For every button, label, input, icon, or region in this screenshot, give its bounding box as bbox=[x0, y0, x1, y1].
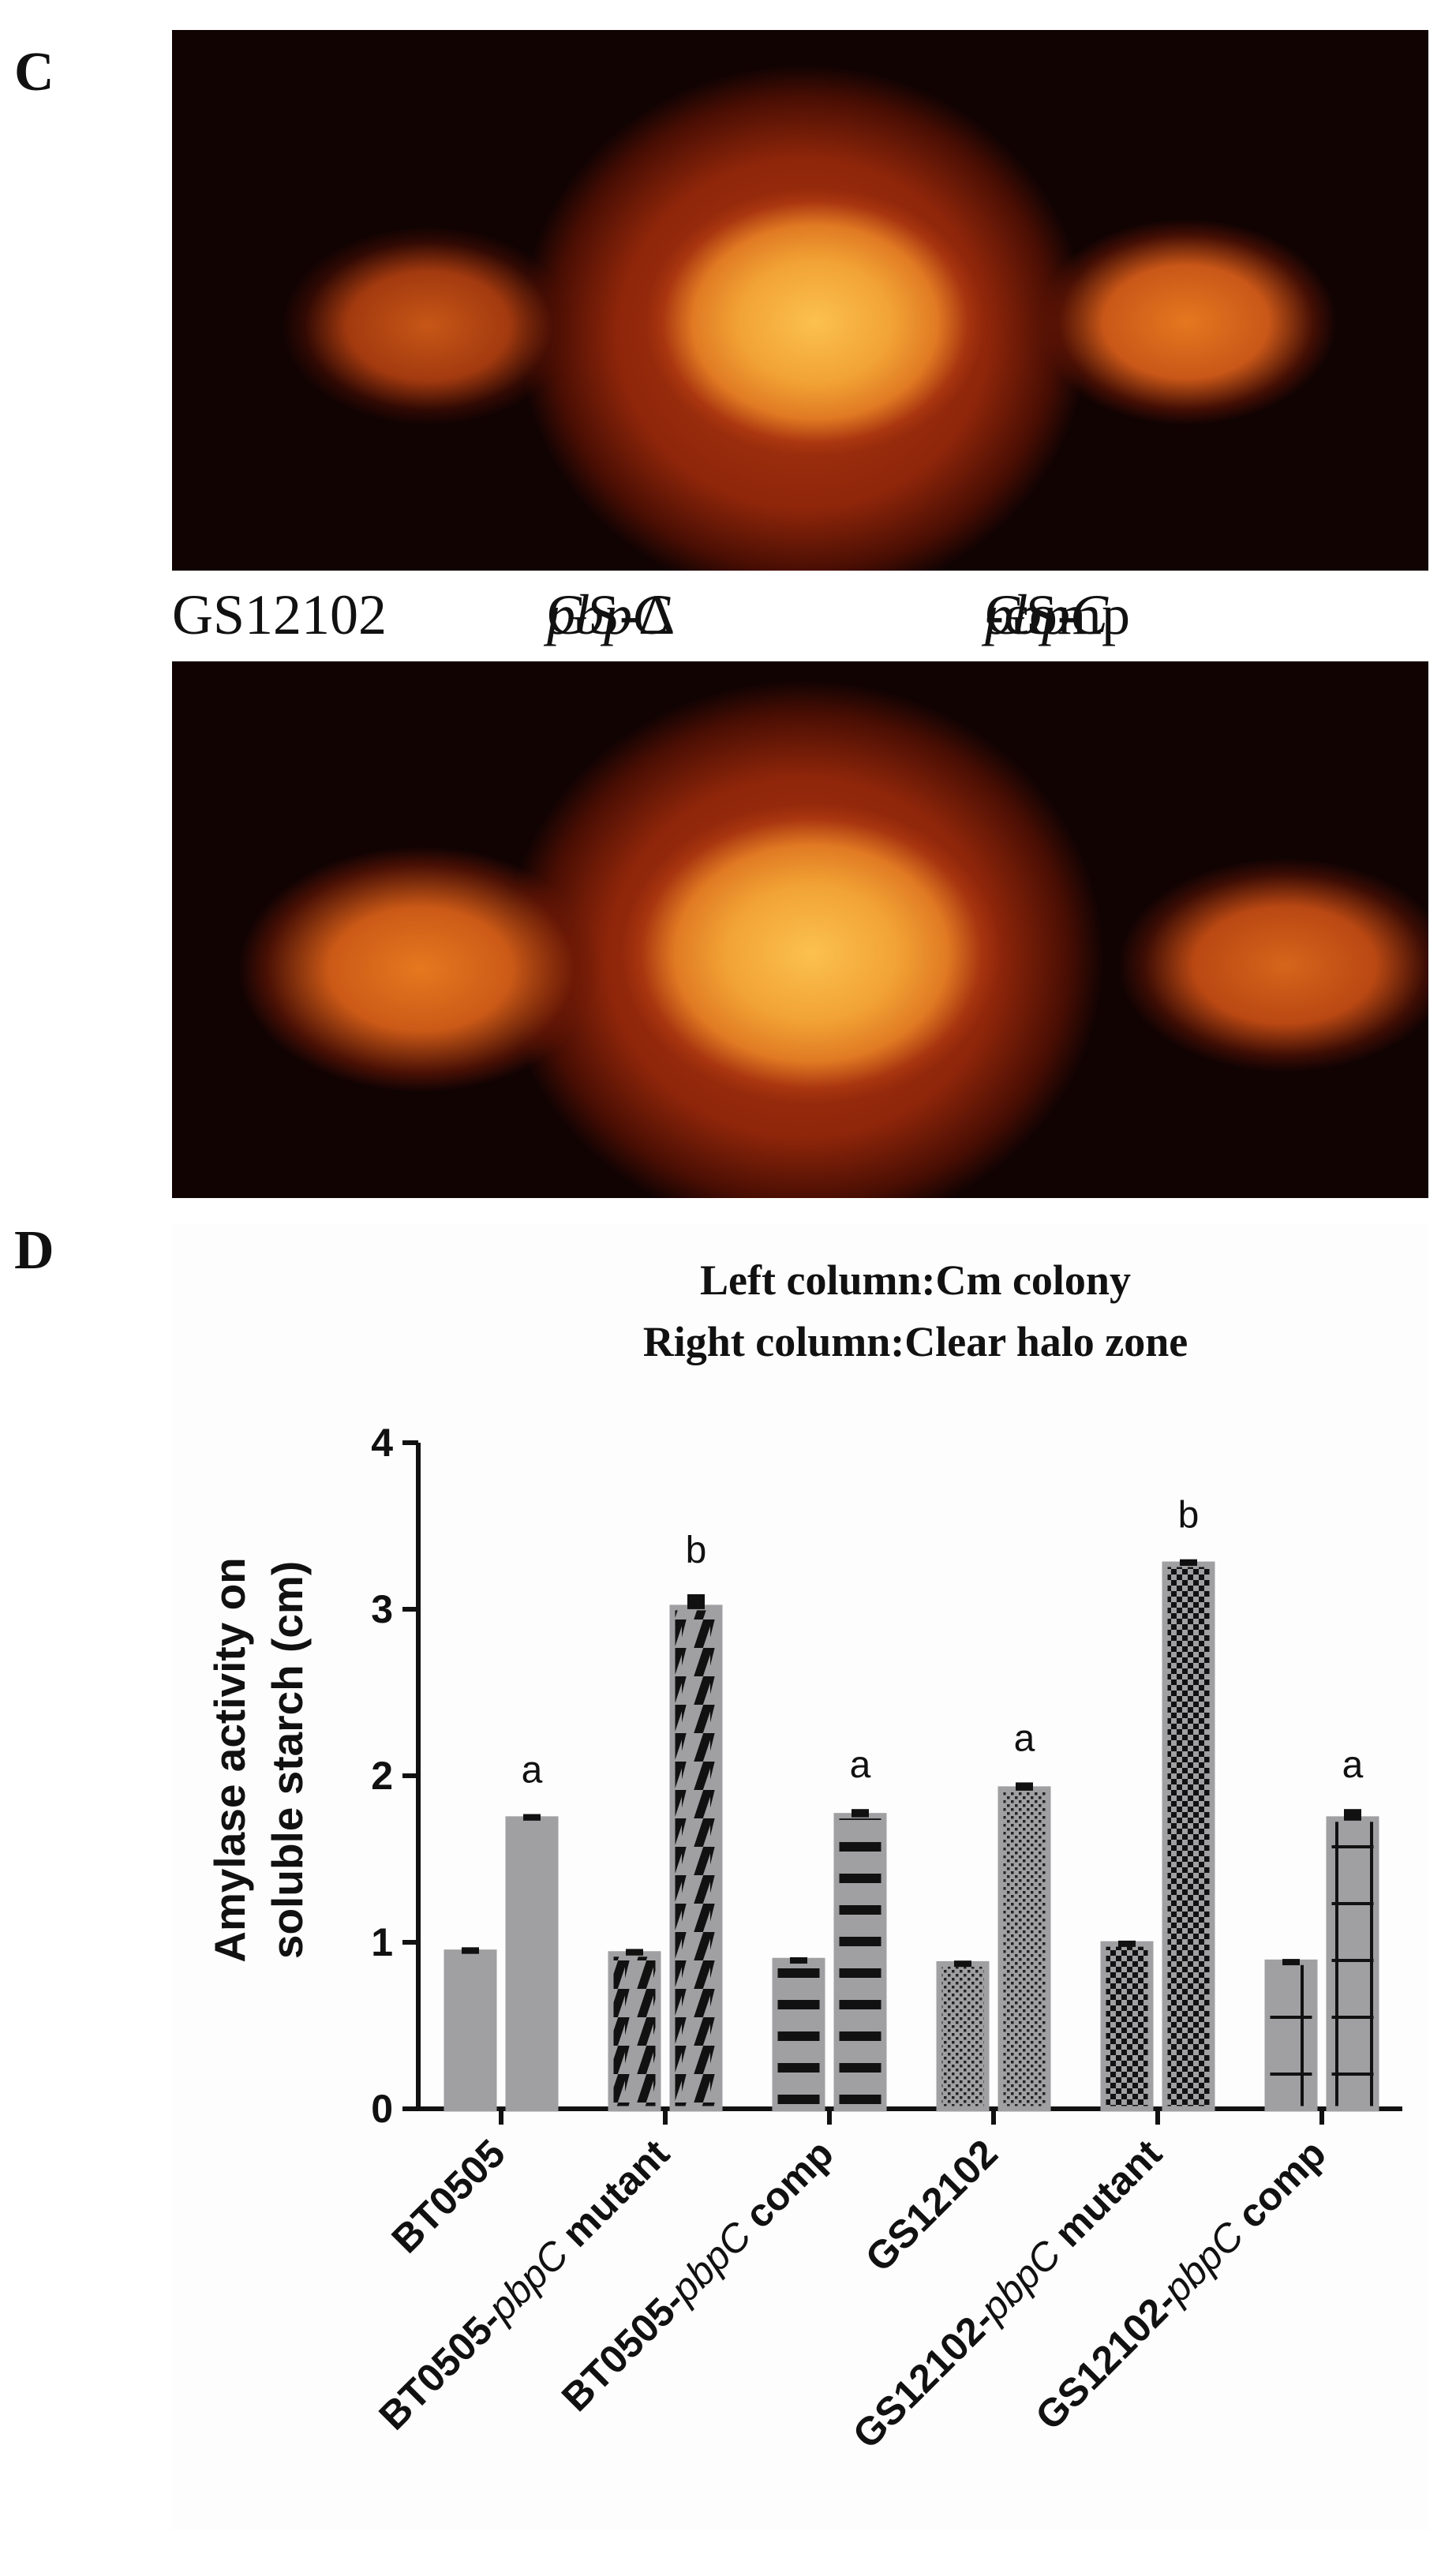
chart-title-line1: Left column:Cm colony bbox=[700, 1256, 1131, 1304]
bar-halo bbox=[1162, 1561, 1215, 2112]
x-tick-label: GS12102 bbox=[857, 2131, 1006, 2280]
y-tick-label: 0 bbox=[371, 2087, 393, 2131]
bar-colony bbox=[936, 1960, 990, 2112]
bar-halo bbox=[1326, 1816, 1379, 2112]
significance-label: a bbox=[522, 1750, 543, 1792]
error-bar bbox=[1344, 1809, 1361, 1821]
x-tick-label: BT0505-pbpC mutant bbox=[370, 2131, 678, 2439]
significance-label: a bbox=[850, 1744, 871, 1786]
y-tick-label: 3 bbox=[371, 1587, 393, 1631]
significance-label: b bbox=[1178, 1495, 1200, 1537]
bar-halo bbox=[997, 1786, 1051, 2112]
significance-label: a bbox=[1342, 1744, 1364, 1786]
y-axis-label-line2: soluble starch (cm) bbox=[263, 1561, 312, 1959]
bar-colony bbox=[1100, 1941, 1154, 2112]
error-bar bbox=[1118, 1940, 1136, 1947]
colony-comp bbox=[1119, 859, 1428, 1072]
error-bar bbox=[687, 1594, 705, 1609]
bar-colony bbox=[772, 1957, 825, 2112]
panel-c-label: C bbox=[14, 42, 54, 103]
error-bar bbox=[626, 1949, 643, 1956]
y-tick-label: 4 bbox=[371, 1421, 393, 1465]
error-bar bbox=[852, 1809, 869, 1818]
bar-colony bbox=[608, 1951, 661, 2112]
x-tick-label: BT0505-pbpC comp bbox=[553, 2131, 842, 2420]
x-tick-label: BT0505 bbox=[383, 2131, 513, 2261]
colony-wt bbox=[239, 847, 602, 1092]
y-tick-label: 2 bbox=[371, 1754, 393, 1798]
colony-comp bbox=[1036, 219, 1336, 425]
error-bar bbox=[954, 1960, 971, 1968]
panel-d-label: D bbox=[14, 1220, 54, 1281]
error-bar bbox=[1180, 1559, 1197, 1567]
significance-label: b bbox=[686, 1530, 707, 1571]
colony-wt bbox=[283, 227, 575, 425]
strain-labels: GS12102 GS-Δ pbpC GS-pbpC -comp bbox=[172, 583, 1130, 646]
error-bar bbox=[1016, 1782, 1033, 1791]
plate-image-top bbox=[172, 30, 1428, 571]
bar-colony bbox=[444, 1949, 497, 2112]
error-bar bbox=[1282, 1959, 1300, 1966]
x-tick-label: GS12102-pbpC mutant bbox=[844, 2131, 1170, 2457]
error-bar bbox=[462, 1947, 479, 1954]
y-axis-label-line1: Amylase activity on bbox=[205, 1557, 254, 1963]
error-bar bbox=[790, 1956, 807, 1964]
y-axis-label: Amylase activity on soluble starch (cm) bbox=[205, 1557, 312, 1963]
colony-mutant bbox=[622, 803, 1001, 1103]
error-bar bbox=[523, 1814, 541, 1821]
x-tick-label: GS12102-pbpC comp bbox=[1027, 2131, 1334, 2438]
bar-halo bbox=[833, 1813, 887, 2112]
chart-background bbox=[172, 1223, 1428, 2529]
bar-halo bbox=[505, 1816, 559, 2112]
bar-halo bbox=[669, 1605, 723, 2112]
colony-mutant bbox=[646, 188, 985, 456]
chart-title-line2: Right column:Clear halo zone bbox=[643, 1318, 1188, 1365]
significance-label: a bbox=[1014, 1717, 1035, 1759]
plate-image-bottom bbox=[172, 661, 1428, 1198]
bar-colony bbox=[1264, 1959, 1318, 2112]
y-tick-label: 1 bbox=[371, 1920, 393, 1964]
